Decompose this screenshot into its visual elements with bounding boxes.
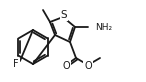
Text: O: O bbox=[62, 61, 70, 71]
Text: S: S bbox=[61, 10, 67, 20]
Text: F: F bbox=[13, 59, 19, 69]
Text: NH₂: NH₂ bbox=[95, 22, 112, 31]
Text: O: O bbox=[84, 61, 92, 71]
